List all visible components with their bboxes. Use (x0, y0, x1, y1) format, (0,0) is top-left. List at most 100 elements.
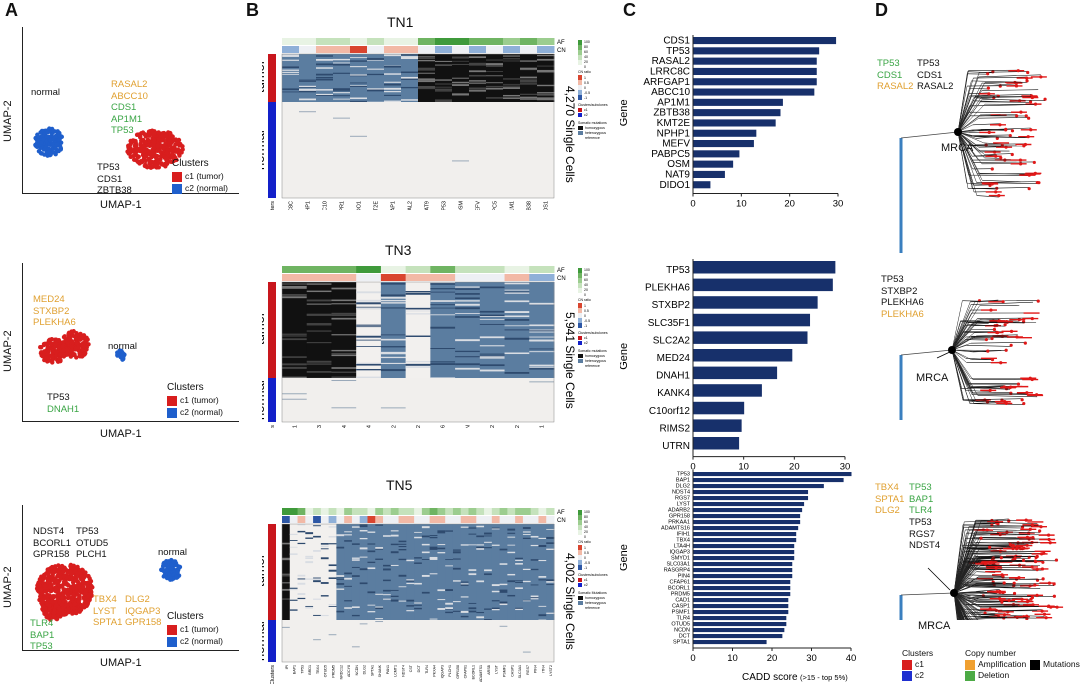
cn-legend-cell (578, 318, 582, 323)
matrix-streak (375, 548, 384, 550)
bar-category-label: OTUD5 (671, 622, 690, 628)
matrix-streak (455, 313, 481, 314)
gene-tick-label: LYST (495, 664, 499, 674)
matrix-streak (331, 349, 357, 352)
cell-point (83, 590, 89, 596)
cell-point (72, 602, 78, 607)
cn-cell (351, 516, 361, 523)
tree-branch (970, 301, 1034, 305)
mutations-swatch (1030, 659, 1040, 670)
tree-branch (965, 339, 987, 341)
matrix-streak (520, 83, 538, 85)
cn-cell (367, 46, 385, 53)
leaf-node (1012, 581, 1016, 585)
cell-point (171, 145, 177, 150)
af-cell (476, 508, 485, 515)
gene-tick-label: PIN4 (534, 665, 538, 673)
matrix-column (367, 524, 376, 620)
mrca-label: MRCA (941, 142, 974, 154)
tree-branch (981, 518, 1009, 522)
cell-point (168, 576, 173, 581)
gene-label-orange: DLG2 IQGAP3 GPR158 (125, 594, 162, 628)
matrix-streak (522, 531, 532, 533)
gene-tick-label: MED24 (367, 425, 373, 428)
cn-legend-title: CN ratio (578, 70, 591, 74)
matrix-streak (356, 324, 382, 326)
bar (693, 331, 808, 344)
matrix-streak (367, 591, 376, 594)
leaf-node (1004, 348, 1008, 352)
bar (693, 520, 801, 525)
matrix-streak (437, 530, 446, 533)
matrix-streak (390, 564, 400, 566)
matrix-streak (328, 526, 337, 528)
tree-branch (953, 592, 961, 620)
hom-swatch (578, 354, 583, 358)
matrix-streak (401, 76, 419, 79)
matrix-streak (445, 602, 454, 605)
bar (693, 616, 787, 621)
matrix-streak (384, 83, 402, 86)
cell-point (57, 352, 63, 357)
matrix-streak (380, 362, 407, 364)
matrix-streak (429, 573, 438, 575)
af-legend-tick: 100 (584, 268, 590, 272)
matrix-streak (486, 63, 504, 66)
matrix-streak (297, 524, 306, 526)
bar-category-label: C10orf12 (649, 406, 691, 417)
matrix-streak (356, 306, 382, 308)
matrix-column (331, 282, 357, 378)
matrix-streak (328, 564, 337, 567)
af-cell (316, 38, 334, 45)
cell-point (44, 134, 49, 140)
cell-point (57, 144, 63, 149)
af-legend-tick: 80 (584, 273, 588, 277)
x-tick-label: 30 (806, 653, 817, 664)
mrca-pointer (927, 567, 951, 591)
cn-cell (384, 46, 402, 53)
matrix-streak (306, 324, 332, 326)
tree-branch (953, 592, 982, 615)
tree-branch (968, 174, 1030, 176)
bar (693, 67, 817, 75)
matrix-streak (375, 524, 384, 526)
matrix-streak (414, 602, 423, 604)
matrix-streak (297, 578, 306, 580)
matrix-streak (522, 580, 532, 583)
matrix-streak (299, 88, 317, 91)
matrix-streak (522, 534, 532, 536)
cell-count-label: 4,270 Single Cells (563, 86, 577, 183)
matrix-streak (486, 85, 504, 88)
gene-label-green: TLR4 BAP1 TP53 (30, 618, 55, 652)
matrix-column (414, 524, 423, 620)
bar-category-label: DNAH1 (656, 371, 690, 382)
matrix-streak (289, 588, 299, 591)
c2-swatch (578, 341, 582, 345)
het-swatch (578, 601, 583, 605)
gene-tick-label: SLC3A1 (518, 665, 522, 678)
af-cell (367, 38, 385, 45)
matrix-streak (313, 577, 322, 579)
matrix-streak (429, 556, 438, 559)
cn-cell (530, 516, 539, 523)
matrix-streak (313, 580, 322, 583)
matrix-streak (430, 291, 456, 293)
tree-branch (980, 593, 1015, 596)
matrix-streak (455, 293, 481, 295)
matrix-column (282, 54, 300, 102)
matrix-streak (316, 55, 334, 57)
x-axis-label: UMAP-1 (100, 428, 142, 440)
matrix-streak (479, 356, 506, 358)
bar-category-label: MED24 (657, 353, 691, 364)
cell-point (47, 126, 52, 131)
cell-point (162, 569, 167, 574)
cn-legend-tick: 1 (584, 76, 586, 80)
tree-branch (957, 97, 982, 133)
matrix-streak (507, 594, 516, 597)
matrix-streak (437, 599, 446, 601)
matrix-streak (367, 611, 376, 613)
matrix-streak (313, 614, 322, 616)
matrix-streak (380, 334, 407, 336)
cell-point (85, 584, 90, 589)
